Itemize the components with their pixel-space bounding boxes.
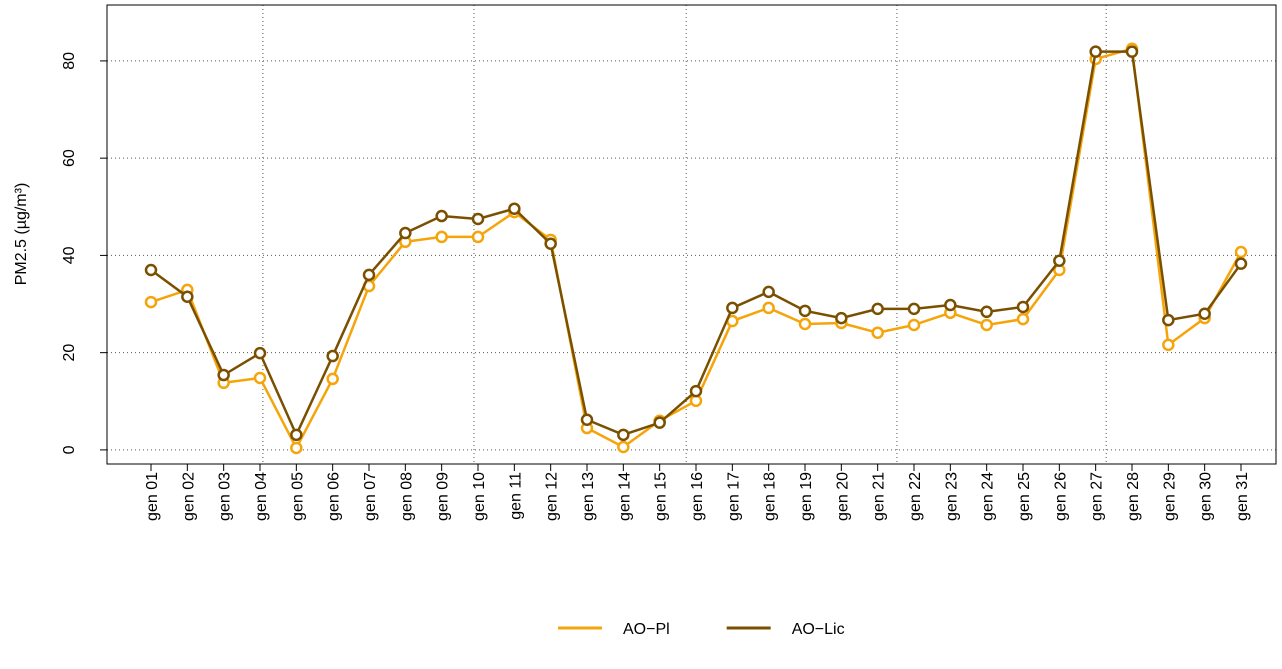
data-point <box>762 301 775 315</box>
y-tick-label: 80 <box>61 52 78 70</box>
data-point <box>253 346 267 360</box>
x-tick-label: gen 27 <box>1089 472 1106 521</box>
data-point <box>907 318 921 332</box>
data-point <box>980 318 993 332</box>
data-point <box>471 212 485 226</box>
data-point <box>980 305 993 319</box>
x-tick-label: gen 05 <box>289 472 306 521</box>
data-point <box>253 371 267 385</box>
data-point <box>1198 307 1211 321</box>
series-line <box>150 50 1243 438</box>
y-tick-label: 20 <box>61 344 78 362</box>
x-tick-label: gen 25 <box>1016 472 1033 521</box>
data-point <box>217 368 230 382</box>
data-point <box>290 441 303 455</box>
x-tick-label: gen 14 <box>616 472 633 521</box>
data-point <box>1016 300 1030 314</box>
data-point <box>1053 254 1066 268</box>
data-point <box>1162 338 1175 352</box>
x-tick-label: gen 09 <box>435 472 452 521</box>
x-tick-label: gen 02 <box>180 472 197 521</box>
x-tick-label: gen 01 <box>144 472 161 521</box>
data-point <box>1125 45 1139 58</box>
data-point <box>471 230 485 244</box>
data-point <box>508 202 521 215</box>
data-point <box>435 230 448 244</box>
data-point <box>944 298 957 312</box>
x-tick-label: gen 15 <box>653 472 670 521</box>
data-point <box>580 413 594 427</box>
x-tick-label: gen 16 <box>689 472 706 521</box>
data-point <box>1016 312 1030 326</box>
x-tick-label: gen 13 <box>580 472 597 521</box>
data-point <box>798 304 812 318</box>
data-point <box>290 428 303 442</box>
x-tick-label: gen 10 <box>471 472 488 521</box>
x-tick-label: gen 19 <box>798 472 815 521</box>
x-tick-label: gen 28 <box>1125 472 1142 521</box>
x-tick-label: gen 29 <box>1161 472 1178 521</box>
data-point <box>1162 313 1175 327</box>
data-point <box>544 237 557 250</box>
x-tick-label: gen 06 <box>326 472 343 521</box>
data-point <box>907 302 921 316</box>
y-tick-label: 60 <box>61 149 78 167</box>
x-tick-label: gen 31 <box>1234 472 1251 521</box>
x-tick-label: gen 23 <box>943 472 960 521</box>
data-point <box>617 428 630 442</box>
y-tick-label: 40 <box>61 246 78 264</box>
data-point <box>1089 45 1102 58</box>
data-point <box>326 372 339 386</box>
data-point <box>689 384 703 398</box>
x-tick-label: gen 24 <box>980 472 997 521</box>
y-tick-label: 0 <box>61 445 78 454</box>
x-tick-label: gen 04 <box>253 472 270 521</box>
x-tick-label: gen 26 <box>1052 472 1069 521</box>
data-point <box>653 416 666 429</box>
data-point <box>435 209 448 223</box>
data-point <box>726 301 739 315</box>
data-point <box>871 302 884 316</box>
x-tick-label: gen 22 <box>907 472 924 521</box>
data-point <box>181 290 194 303</box>
x-tick-label: gen 17 <box>725 472 742 521</box>
data-point <box>1234 245 1248 259</box>
data-point <box>871 326 884 339</box>
data-point <box>144 263 158 277</box>
x-tick-label: gen 07 <box>362 472 379 521</box>
data-point <box>144 295 158 309</box>
data-point <box>617 440 630 454</box>
x-tick-label: gen 11 <box>507 472 524 520</box>
x-tick-label: gen 20 <box>834 472 851 521</box>
data-point <box>1234 257 1248 270</box>
x-tick-label: gen 21 <box>871 472 888 521</box>
x-tick-label: gen 08 <box>398 472 415 521</box>
x-tick-label: gen 03 <box>217 472 234 521</box>
data-point <box>399 226 412 240</box>
data-point <box>326 349 339 363</box>
x-tick-label: gen 18 <box>762 472 779 521</box>
legend-label: AO−Pl <box>623 621 670 638</box>
data-point <box>362 268 376 282</box>
data-point <box>798 317 812 331</box>
x-tick-label: gen 12 <box>544 472 561 521</box>
legend-label: AO−Lic <box>792 621 845 638</box>
y-axis-label: PM2.5 (µg/m³) <box>13 183 30 286</box>
x-tick-label: gen 30 <box>1198 472 1215 521</box>
data-point <box>762 285 775 299</box>
data-point <box>835 311 848 325</box>
